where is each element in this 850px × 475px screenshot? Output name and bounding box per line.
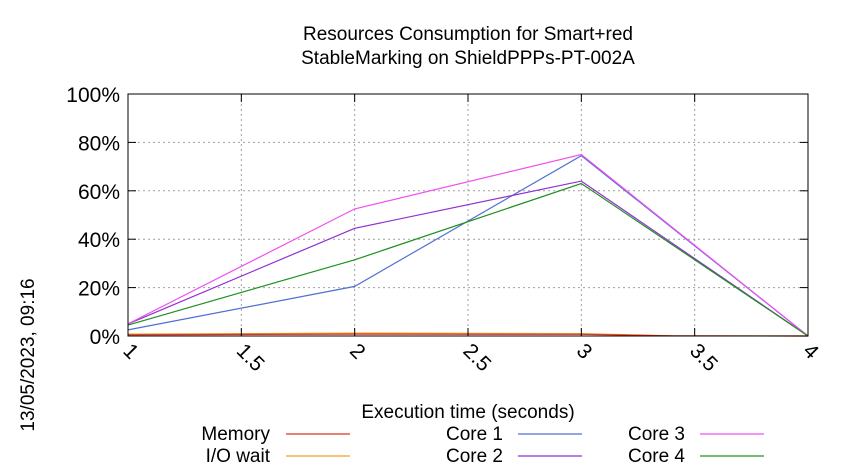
x-tick-label: 3.5 [685, 339, 722, 376]
x-tick-label: 1 [118, 339, 143, 364]
y-tick-label: 80% [78, 132, 120, 155]
legend-label: Core 1 [446, 424, 503, 445]
grid-lines [128, 94, 808, 336]
legend-label: Core 3 [628, 424, 685, 445]
legend-label: Core 2 [446, 446, 503, 467]
timestamp-label: 13/05/2023, 09:16 [18, 278, 39, 431]
series-line-core-4 [127, 182, 809, 337]
y-tick-label: 40% [78, 229, 120, 252]
series-line-core-3 [127, 153, 809, 337]
axis-ticks [127, 93, 809, 337]
x-tick-label: 3 [572, 339, 597, 364]
legend-label: Core 4 [628, 446, 685, 467]
y-tick-label: 100% [66, 84, 120, 107]
chart-title-line-2: StableMarking on ShieldPPPs-PT-002A [301, 48, 635, 69]
y-tick-label: 0% [90, 326, 120, 349]
y-tick-label: 20% [78, 278, 120, 301]
x-tick-label: 4 [798, 339, 823, 364]
chart-title-line-1: Resources Consumption for Smart+red [303, 24, 633, 45]
x-axis-label: Execution time (seconds) [361, 402, 574, 423]
y-tick-label: 60% [78, 181, 120, 204]
legend-label: I/O wait [206, 446, 271, 467]
x-tick-label: 2.5 [458, 339, 495, 376]
series-line-core-2 [127, 180, 809, 337]
legend-label: Memory [201, 424, 270, 445]
x-tick-label: 2 [345, 339, 370, 364]
x-tick-label: 1.5 [232, 339, 269, 376]
